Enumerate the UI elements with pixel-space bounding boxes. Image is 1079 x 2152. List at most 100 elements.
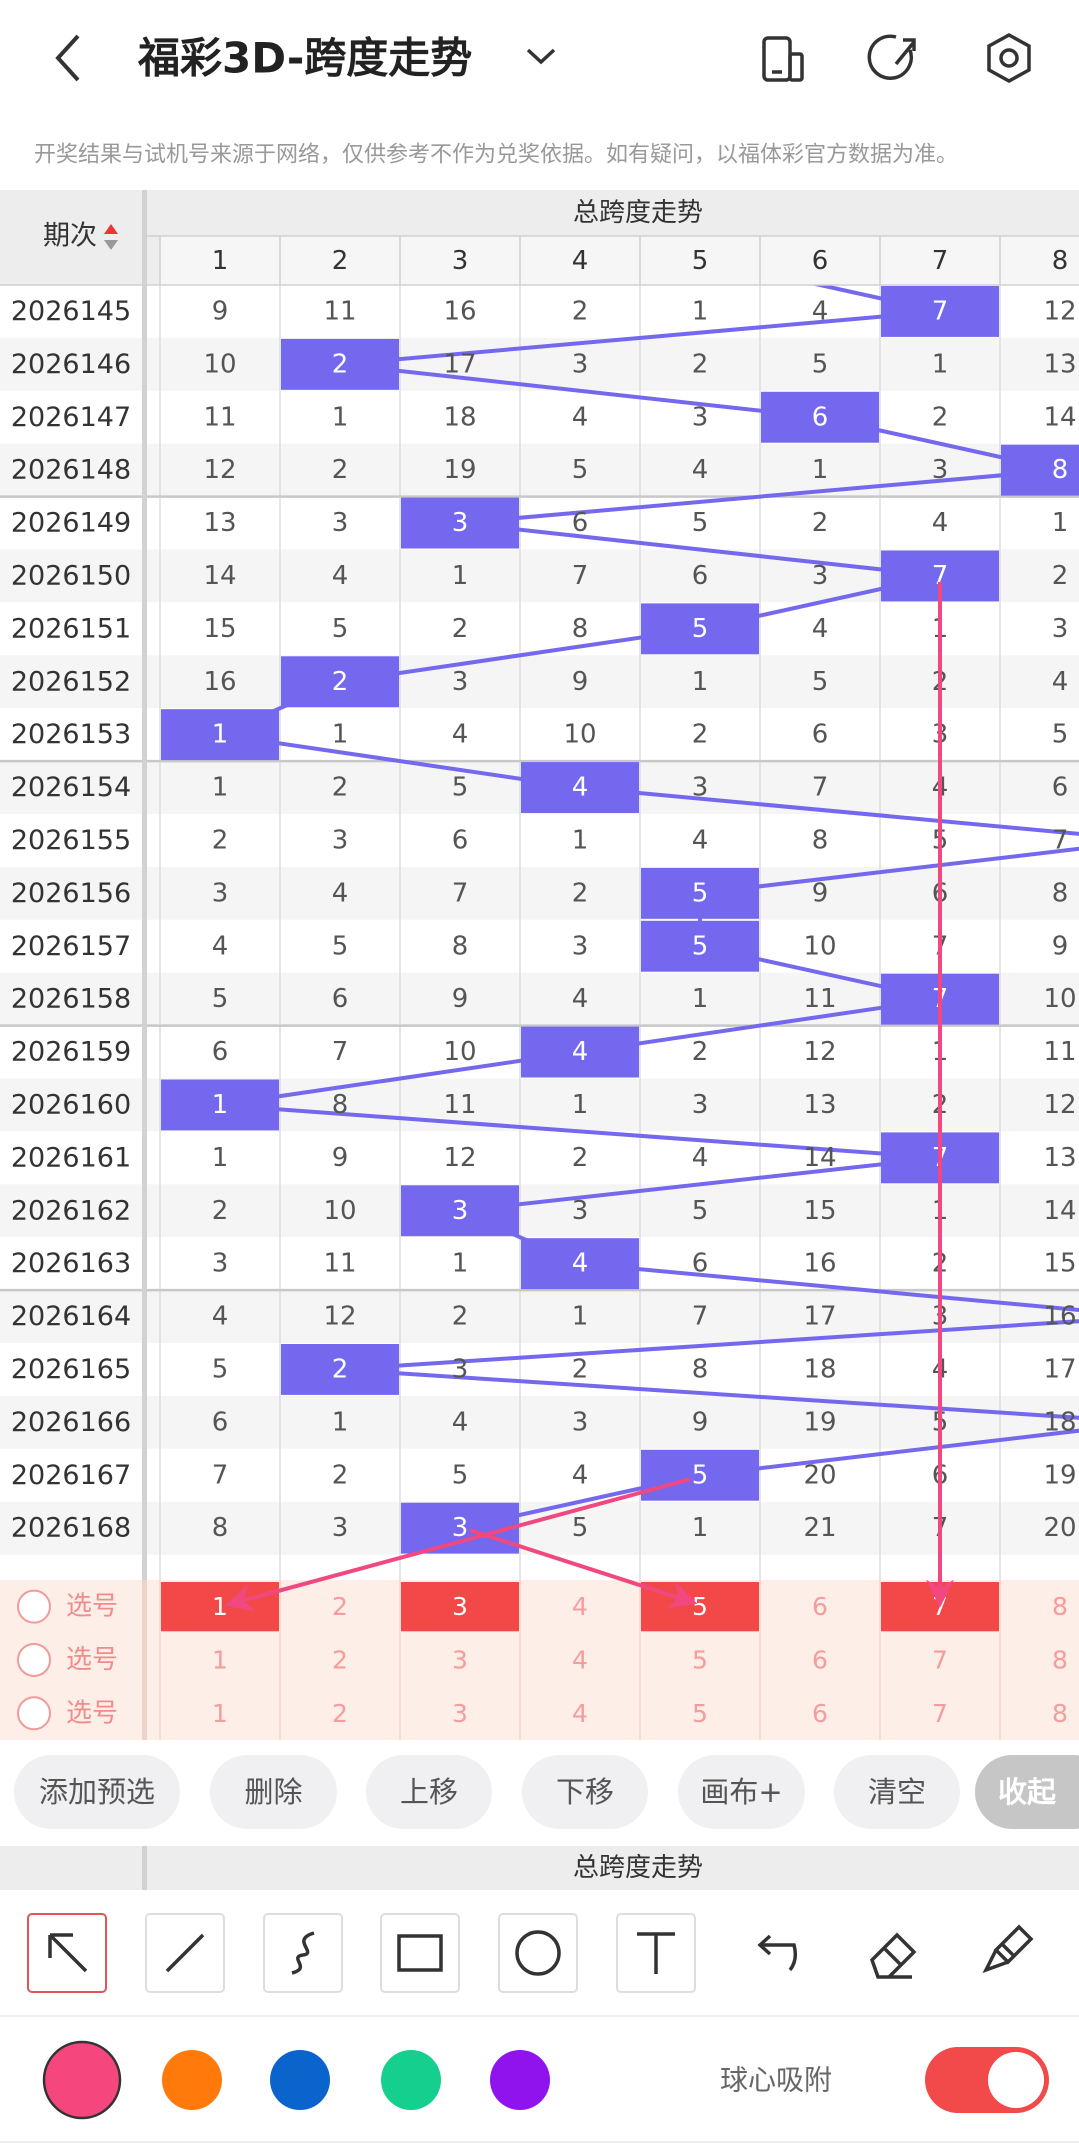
share-icon[interactable] bbox=[867, 34, 916, 80]
cell: 10 bbox=[443, 1037, 476, 1067]
cell: 12 bbox=[323, 1302, 356, 1332]
cell: 3 bbox=[692, 402, 709, 432]
pick-cell[interactable]: 3 bbox=[452, 1592, 468, 1621]
column-header: 8 bbox=[1052, 246, 1069, 276]
column-header: 4 bbox=[572, 246, 589, 276]
settings-icon[interactable] bbox=[987, 33, 1031, 83]
tool-frame[interactable] bbox=[263, 1913, 343, 1993]
row-bg bbox=[0, 655, 1079, 709]
span-highlight bbox=[401, 497, 519, 549]
cell: 19 bbox=[803, 1407, 836, 1437]
cell: 9 bbox=[572, 667, 589, 697]
trend-line bbox=[339, 1367, 1079, 1420]
cell: 6 bbox=[692, 1249, 709, 1279]
color-swatch[interactable] bbox=[490, 2050, 550, 2110]
pick-cell[interactable]: 1 bbox=[212, 1645, 228, 1674]
pick-cell[interactable]: 1 bbox=[212, 1592, 228, 1621]
tool-circle[interactable] bbox=[515, 1930, 561, 1976]
pick-radio[interactable] bbox=[17, 1589, 51, 1624]
cell: 3 bbox=[212, 878, 229, 908]
cell: 14 bbox=[1043, 1196, 1076, 1226]
pick-cell[interactable]: 7 bbox=[932, 1645, 948, 1674]
pick-cell[interactable]: 5 bbox=[692, 1592, 708, 1621]
cell: 1 bbox=[692, 1513, 709, 1543]
color-swatch[interactable] bbox=[381, 2050, 441, 2110]
action-button[interactable] bbox=[678, 1755, 805, 1829]
cell: 17 bbox=[443, 349, 476, 379]
pick-radio[interactable] bbox=[17, 1642, 51, 1677]
action-button[interactable] bbox=[14, 1755, 180, 1829]
cell: 3 bbox=[452, 1513, 469, 1543]
layout-icon[interactable] bbox=[762, 36, 804, 82]
row-bg bbox=[0, 919, 1079, 973]
pick-cell[interactable]: 8 bbox=[1052, 1592, 1068, 1621]
cell: 1 bbox=[572, 825, 589, 855]
cell: 4 bbox=[692, 1143, 709, 1173]
cell: 14 bbox=[1043, 402, 1076, 432]
sort-up bbox=[104, 224, 118, 234]
period: 2026161 bbox=[11, 1142, 131, 1173]
tool-clear[interactable] bbox=[982, 1924, 1034, 1974]
period: 2026156 bbox=[11, 878, 131, 909]
action-button[interactable] bbox=[975, 1755, 1079, 1829]
cell: 1 bbox=[572, 1302, 589, 1332]
action-button[interactable] bbox=[522, 1755, 648, 1829]
tool-curve[interactable] bbox=[291, 1931, 315, 1975]
action-button[interactable] bbox=[366, 1755, 492, 1829]
pick-label: 选号 bbox=[66, 1698, 118, 1728]
action-button-label: 添加预选 bbox=[39, 1775, 155, 1809]
pick-cell[interactable]: 8 bbox=[1052, 1699, 1068, 1728]
span-highlight bbox=[281, 338, 399, 390]
tool-frame[interactable] bbox=[380, 1913, 460, 1993]
period-header[interactable]: 期次 bbox=[43, 221, 97, 252]
tool-eraser[interactable] bbox=[869, 1932, 917, 1979]
pick-cell[interactable]: 3 bbox=[452, 1699, 468, 1728]
cell: 3 bbox=[572, 1196, 589, 1226]
pick-cell[interactable]: 4 bbox=[572, 1699, 588, 1728]
pick-cell[interactable]: 2 bbox=[332, 1645, 348, 1674]
cell: 1 bbox=[692, 296, 709, 326]
pick-cell[interactable]: 5 bbox=[692, 1699, 708, 1728]
pick-cell[interactable]: 7 bbox=[932, 1699, 948, 1728]
pick-cell[interactable]: 6 bbox=[812, 1592, 828, 1621]
pick-cell[interactable]: 2 bbox=[332, 1592, 348, 1621]
cell: 5 bbox=[452, 1460, 469, 1490]
tool-line[interactable] bbox=[165, 1933, 205, 1973]
period: 2026150 bbox=[11, 560, 131, 591]
cell: 8 bbox=[812, 825, 829, 855]
pick-cell[interactable]: 6 bbox=[812, 1699, 828, 1728]
pick-cell[interactable]: 8 bbox=[1052, 1645, 1068, 1674]
pick-cell[interactable]: 5 bbox=[692, 1645, 708, 1674]
tool-frame[interactable] bbox=[498, 1913, 578, 1993]
cell: 4 bbox=[812, 296, 829, 326]
cell: 6 bbox=[812, 402, 829, 432]
back-button[interactable] bbox=[55, 34, 80, 82]
pick-cell[interactable]: 6 bbox=[812, 1645, 828, 1674]
cell: 1 bbox=[212, 773, 229, 803]
pick-cell[interactable]: 4 bbox=[572, 1592, 588, 1621]
trend-line bbox=[219, 732, 581, 790]
tool-undo[interactable] bbox=[757, 1934, 798, 1972]
pick-cell[interactable]: 4 bbox=[572, 1645, 588, 1674]
cell: 2 bbox=[332, 667, 349, 697]
cell: 4 bbox=[572, 773, 589, 803]
cell: 9 bbox=[212, 296, 229, 326]
action-button[interactable] bbox=[834, 1755, 960, 1829]
tool-rect[interactable] bbox=[397, 1934, 443, 1972]
pick-cell[interactable]: 3 bbox=[452, 1645, 468, 1674]
color-swatch[interactable] bbox=[162, 2050, 222, 2110]
action-button[interactable] bbox=[210, 1755, 337, 1829]
tool-text[interactable] bbox=[637, 1932, 675, 1974]
title-dropdown[interactable] bbox=[526, 48, 556, 65]
table-body: 2026144810151531711202614591116214712202… bbox=[0, 285, 1079, 1580]
color-swatch[interactable] bbox=[42, 2040, 122, 2120]
cell: 4 bbox=[572, 402, 589, 432]
pick-cell[interactable]: 1 bbox=[212, 1699, 228, 1728]
pick-cell[interactable]: 2 bbox=[332, 1699, 348, 1728]
cell: 3 bbox=[452, 1196, 469, 1226]
pick-radio[interactable] bbox=[17, 1696, 51, 1731]
color-swatch[interactable] bbox=[270, 2050, 330, 2110]
tool-select[interactable] bbox=[48, 1933, 88, 1973]
cell: 4 bbox=[812, 614, 829, 644]
